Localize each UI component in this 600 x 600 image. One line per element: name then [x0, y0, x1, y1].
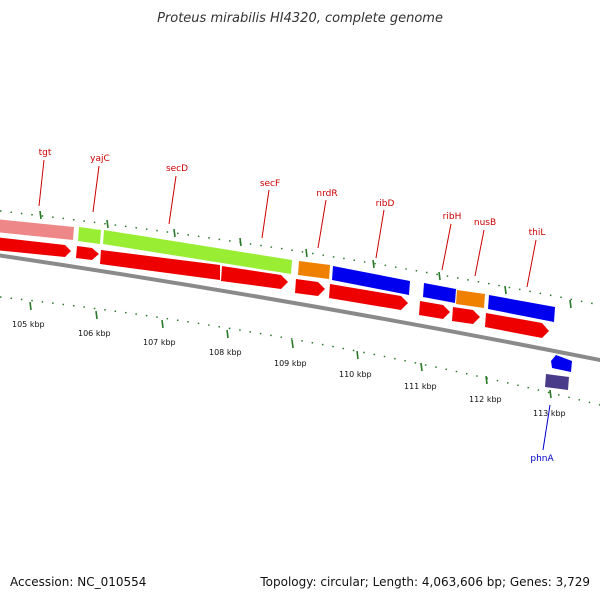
cds-arrow	[419, 301, 450, 319]
feature-bar-thiL	[488, 295, 555, 322]
feature-bar-nusB	[456, 290, 485, 308]
gene-label-secD: secD	[166, 164, 188, 174]
cds-arrow	[100, 250, 220, 280]
topology-text: Topology: circular; Length: 4,063,606 bp…	[259, 575, 590, 589]
upper-tick-track	[0, 210, 600, 306]
gene-labels: tgt yajC secD secF nrdR ribD ribH nusB t…	[39, 148, 555, 464]
phnA-leader	[542, 404, 551, 451]
feature-bar-tgt	[0, 219, 74, 240]
feature-bar-nrdR	[298, 261, 330, 279]
gene-label-ribH: ribH	[443, 212, 462, 222]
gene-label-yajC: yajC	[90, 154, 110, 164]
label-leaders	[38, 159, 537, 288]
gene-label-secF: secF	[260, 179, 280, 189]
cds-arrow	[76, 246, 99, 260]
cds-arrow	[452, 307, 480, 324]
gene-label-phnA: phnA	[530, 454, 554, 464]
scale-label: 111 kbp	[404, 382, 437, 391]
feature-bar-ribH	[423, 283, 456, 303]
map-title: Proteus mirabilis HI4320, complete genom…	[157, 11, 443, 26]
feature-track	[0, 219, 555, 322]
cds-arrow	[329, 284, 408, 310]
cds-arrows	[0, 237, 549, 338]
scale-labels: 105 kbp 106 kbp 107 kbp 108 kbp 109 kbp …	[12, 320, 566, 418]
feature-bar-yajC	[78, 227, 101, 244]
accession-text: Accession: NC_010554	[10, 575, 146, 589]
lower-tick-track	[0, 296, 600, 406]
gene-label-thiL: thiL	[529, 228, 546, 238]
phnA-bar	[545, 374, 569, 390]
scale-label: 112 kbp	[469, 395, 502, 404]
scale-label: 113 kbp	[533, 409, 566, 418]
feature-bar-secD-secF	[103, 230, 292, 274]
upper-major-ticks	[39, 210, 572, 309]
genome-backbone	[0, 253, 600, 363]
gene-label-tgt: tgt	[39, 148, 52, 158]
phnA-arrow	[551, 355, 572, 372]
scale-label: 109 kbp	[274, 359, 307, 368]
gene-label-nrdR: nrdR	[316, 189, 337, 199]
cds-arrow	[0, 237, 71, 257]
gene-label-nusB: nusB	[474, 218, 496, 228]
scale-label: 110 kbp	[339, 370, 372, 379]
scale-label: 106 kbp	[78, 329, 111, 338]
scale-label: 105 kbp	[12, 320, 45, 329]
cds-arrow	[295, 279, 325, 296]
gene-label-ribD: ribD	[376, 199, 395, 209]
feature-bar-ribD	[332, 266, 410, 295]
cds-arrow	[221, 266, 288, 289]
lower-major-ticks	[29, 301, 552, 399]
cds-arrow	[485, 313, 549, 338]
scale-label: 108 kbp	[209, 348, 242, 357]
scale-label: 107 kbp	[143, 338, 176, 347]
